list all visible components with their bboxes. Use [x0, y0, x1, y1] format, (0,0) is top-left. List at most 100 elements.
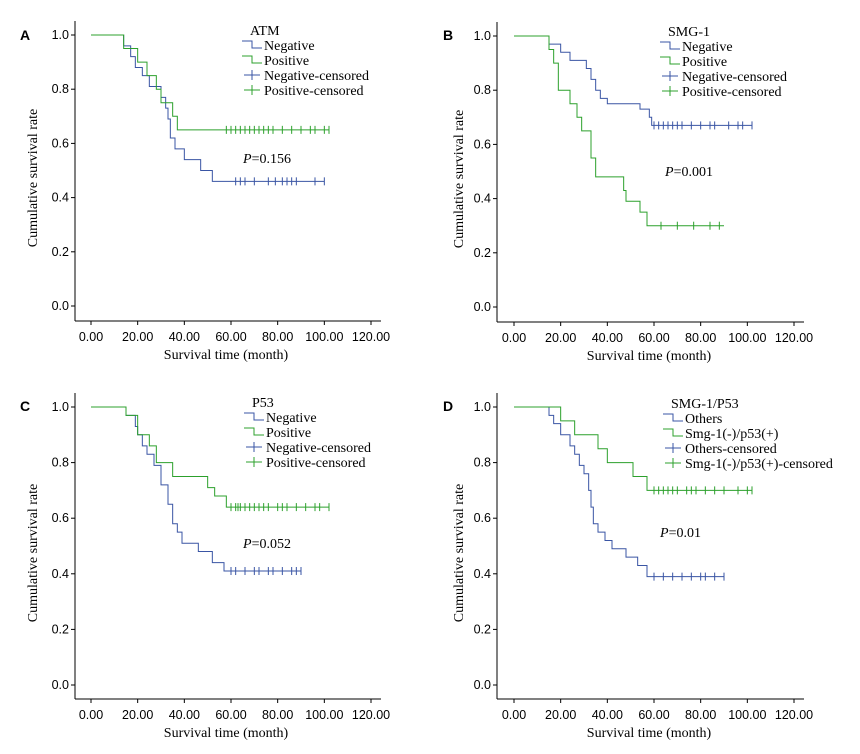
x-tick-label: 120.00	[352, 330, 390, 344]
x-tick-label: 0.00	[502, 708, 526, 722]
y-tick-label: 0.8	[52, 82, 69, 96]
y-tick-label: 0.0	[52, 678, 69, 692]
survival-curve	[514, 35, 752, 126]
legend-label: Smg-1(-)/p53(+)-censored	[685, 457, 833, 472]
x-tick-label: 60.00	[215, 708, 246, 722]
series-first	[91, 34, 325, 186]
survival-curve	[514, 406, 724, 578]
legend-swatch-line	[242, 40, 262, 49]
y-axis-title: Cumulative survival rate	[452, 484, 467, 622]
x-tick-label: 60.00	[638, 708, 669, 722]
legend-label: Negative	[264, 39, 315, 54]
legend-label: Negative-censored	[682, 70, 787, 85]
series-second	[514, 35, 724, 230]
p-value: P=0.001	[664, 165, 713, 180]
x-tick-label: 120.00	[775, 708, 813, 722]
legend: SMG-1/P53OthersSmg-1(-)/p53(+)Others-cen…	[663, 397, 833, 472]
p-value-prefix: P	[664, 165, 674, 180]
p-value: P=0.01	[659, 526, 701, 541]
survival-curve	[514, 35, 724, 227]
y-tick-label: 0.4	[52, 191, 69, 205]
p-value: P=0.052	[242, 537, 291, 552]
legend-label: Positive-censored	[682, 85, 782, 100]
p-value-number: =0.156	[252, 152, 291, 167]
x-tick-label: 20.00	[545, 331, 576, 345]
km-panel-d: 0.0 0.2 0.4 0.6 0.8 1.0 0.00 20.00 40.00 60.00 80.…	[443, 393, 833, 741]
x-tick-label: 60.00	[638, 331, 669, 345]
x-tick-label: 80.00	[685, 708, 716, 722]
legend-title: P53	[252, 396, 274, 411]
y-tick-label: 0.8	[474, 456, 491, 470]
series-second	[91, 34, 330, 134]
legend-swatch-line	[660, 41, 680, 50]
x-tick-label: 60.00	[215, 330, 246, 344]
legend: P53NegativePositiveNegative-censoredPosi…	[244, 396, 371, 471]
x-tick-label: 120.00	[352, 708, 390, 722]
y-tick-label: 0.6	[474, 137, 491, 151]
x-axis-title: Survival time (month)	[587, 726, 712, 741]
y-tick-label: 1.0	[52, 400, 69, 414]
series-first	[514, 406, 725, 581]
y-tick-label: 0.0	[474, 678, 491, 692]
legend-title: ATM	[250, 24, 280, 39]
y-tick-label: 1.0	[474, 29, 491, 43]
y-tick-label: 0.2	[52, 622, 69, 636]
legend: SMG-1NegativePositiveNegative-censoredPo…	[660, 25, 787, 100]
legend-label: Positive	[264, 54, 309, 69]
legend-label: Negative-censored	[266, 441, 371, 456]
p-value-number: =0.01	[669, 526, 701, 541]
legend-label: Others	[685, 412, 722, 427]
legend-label: Positive-censored	[264, 84, 364, 99]
x-tick-label: 40.00	[592, 331, 623, 345]
series-second	[514, 406, 753, 495]
survival-curve	[91, 34, 325, 182]
y-tick-label: 0.2	[474, 622, 491, 636]
legend-swatch-line	[663, 413, 683, 422]
legend-label: Positive	[266, 426, 311, 441]
y-tick-label: 0.4	[52, 567, 69, 581]
y-tick-label: 0.2	[474, 246, 491, 260]
x-axis-title: Survival time (month)	[587, 349, 712, 364]
series-first	[514, 35, 753, 130]
x-tick-label: 100.00	[728, 331, 766, 345]
p-value-number: =0.001	[674, 165, 713, 180]
p-value: P=0.156	[242, 152, 291, 167]
x-tick-label: 0.00	[502, 331, 526, 345]
x-tick-label: 0.00	[79, 708, 103, 722]
x-tick-label: 40.00	[592, 708, 623, 722]
legend-label: Negative	[266, 411, 317, 426]
km-panel-a: 0.0 0.2 0.4 0.6 0.8 1.0 0.00 20.00 40.00 60.00 80.…	[20, 21, 390, 363]
x-tick-label: 40.00	[169, 708, 200, 722]
legend-swatch-line	[660, 56, 680, 65]
legend-title: SMG-1/P53	[671, 397, 739, 412]
legend-swatch-line	[244, 427, 264, 436]
legend-label: Positive	[682, 55, 727, 70]
survival-curve	[91, 406, 329, 508]
y-tick-label: 1.0	[474, 400, 491, 414]
legend-label: Smg-1(-)/p53(+)	[685, 427, 779, 442]
y-tick-label: 0.4	[474, 567, 491, 581]
x-tick-label: 100.00	[305, 708, 343, 722]
x-axis-title: Survival time (month)	[164, 726, 289, 741]
legend-swatch-line	[244, 412, 264, 421]
panel-letter: A	[20, 27, 30, 43]
series-second	[91, 406, 330, 512]
y-tick-label: 0.2	[52, 245, 69, 259]
x-tick-label: 100.00	[728, 708, 766, 722]
x-tick-label: 80.00	[262, 708, 293, 722]
x-tick-label: 80.00	[685, 331, 716, 345]
x-tick-label: 120.00	[775, 331, 813, 345]
legend-title: SMG-1	[668, 25, 710, 40]
x-tick-label: 0.00	[79, 330, 103, 344]
p-value-prefix: P	[242, 537, 252, 552]
x-tick-label: 20.00	[122, 330, 153, 344]
y-tick-label: 0.6	[474, 511, 491, 525]
legend-label: Others-censored	[685, 442, 777, 457]
x-tick-label: 80.00	[262, 330, 293, 344]
y-axis-title: Cumulative survival rate	[452, 110, 467, 248]
y-tick-label: 0.6	[52, 136, 69, 150]
legend-label: Negative	[682, 40, 733, 55]
y-tick-label: 0.6	[52, 511, 69, 525]
legend-swatch-line	[242, 55, 262, 64]
